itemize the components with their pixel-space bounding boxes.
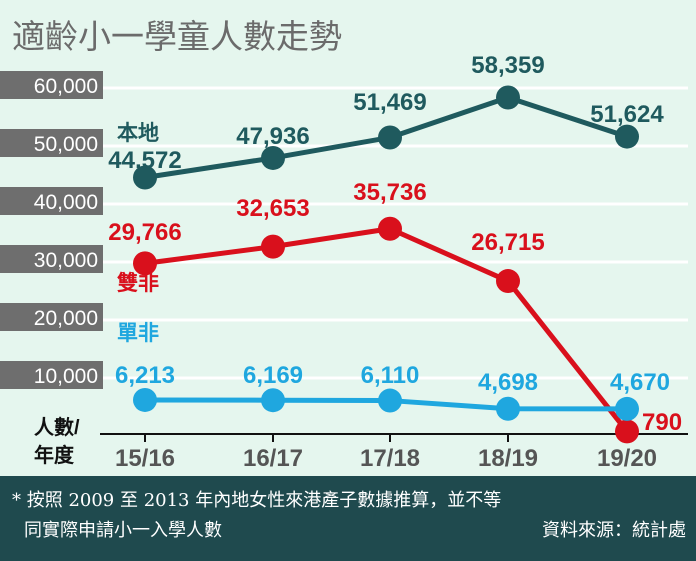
series-name-label: 單非	[117, 321, 159, 345]
data-label: 26,715	[471, 229, 544, 256]
y-tick-label: 40,000	[34, 191, 98, 214]
data-label: 6,213	[115, 362, 175, 389]
data-point	[261, 145, 285, 170]
series-name-label: 本地	[117, 121, 159, 145]
x-tick-label: 15/16	[115, 445, 175, 472]
y-tick-label: 50,000	[34, 133, 98, 156]
x-tick-label: 17/18	[360, 445, 420, 472]
x-tick-label: 18/19	[478, 445, 538, 472]
data-point	[261, 234, 285, 259]
data-point	[615, 396, 639, 421]
data-label: 51,469	[353, 89, 426, 116]
footnote-text-2: 同實際申請小一入學人數	[24, 520, 222, 541]
data-point	[261, 388, 285, 413]
data-label: 47,936	[236, 123, 309, 150]
series-name-label: 雙非	[117, 271, 159, 295]
x-axis: 15/16 16/17 17/18 18/19 19/20	[100, 433, 688, 472]
data-point	[615, 419, 639, 444]
chart-title: 適齡小一學童人數走勢	[12, 17, 342, 56]
y-tick-label-bg	[0, 129, 103, 157]
data-label: 44,572	[108, 147, 181, 174]
y-tick-label: 20,000	[34, 307, 98, 330]
data-point	[378, 216, 402, 241]
y-tick-label-bg	[0, 303, 103, 331]
data-point	[615, 124, 639, 149]
x-tick-label: 19/20	[597, 445, 657, 472]
footnote-text: * 按照 2009 至 2013 年內地女性來港產子數據推算，並不等	[12, 490, 502, 511]
y-axis: 10,000 20,000 30,000 40,000 50,000 60,000	[0, 71, 103, 389]
data-label: 6,169	[243, 362, 303, 389]
y-tick-label-bg	[0, 361, 103, 389]
data-point	[133, 251, 157, 276]
data-label: 4,698	[478, 369, 538, 396]
series-group: 44,572 47,936 51,469 58,359 51,624 本地 29,766 32…	[108, 52, 682, 444]
data-label: 4,670	[610, 369, 670, 396]
data-point	[496, 396, 520, 421]
data-point	[378, 388, 402, 413]
footnote: * 按照 2009 至 2013 年內地女性來港產子數據推算，並不等 同實際申請…	[0, 476, 696, 561]
data-label: 32,653	[236, 195, 309, 222]
y-tick-label: 30,000	[34, 249, 98, 272]
source-credit: 資料來源：統計處	[542, 520, 686, 541]
data-point	[133, 165, 157, 190]
y-tick-label: 60,000	[34, 75, 98, 98]
x-axis-unit-label: 年度	[34, 443, 75, 467]
data-label: 51,624	[590, 101, 664, 128]
y-tick-label: 10,000	[34, 365, 98, 388]
y-tick-label-bg	[0, 245, 103, 273]
data-label: 790	[642, 409, 682, 436]
data-point	[133, 387, 157, 412]
line-chart: 適齡小一學童人數走勢 10,000 20,000 30,000 40,000 50,00…	[0, 17, 688, 472]
data-point	[496, 85, 520, 110]
y-tick-label-bg	[0, 187, 103, 215]
data-label: 29,766	[108, 219, 181, 246]
x-tick-label: 16/17	[243, 445, 303, 472]
data-point	[378, 125, 402, 150]
data-label: 35,736	[353, 179, 426, 206]
data-point	[496, 269, 520, 294]
data-label: 58,359	[471, 52, 544, 79]
data-label: 6,110	[361, 362, 420, 389]
y-axis-unit-label: 人數/	[34, 416, 80, 439]
y-tick-label-bg	[0, 71, 103, 99]
